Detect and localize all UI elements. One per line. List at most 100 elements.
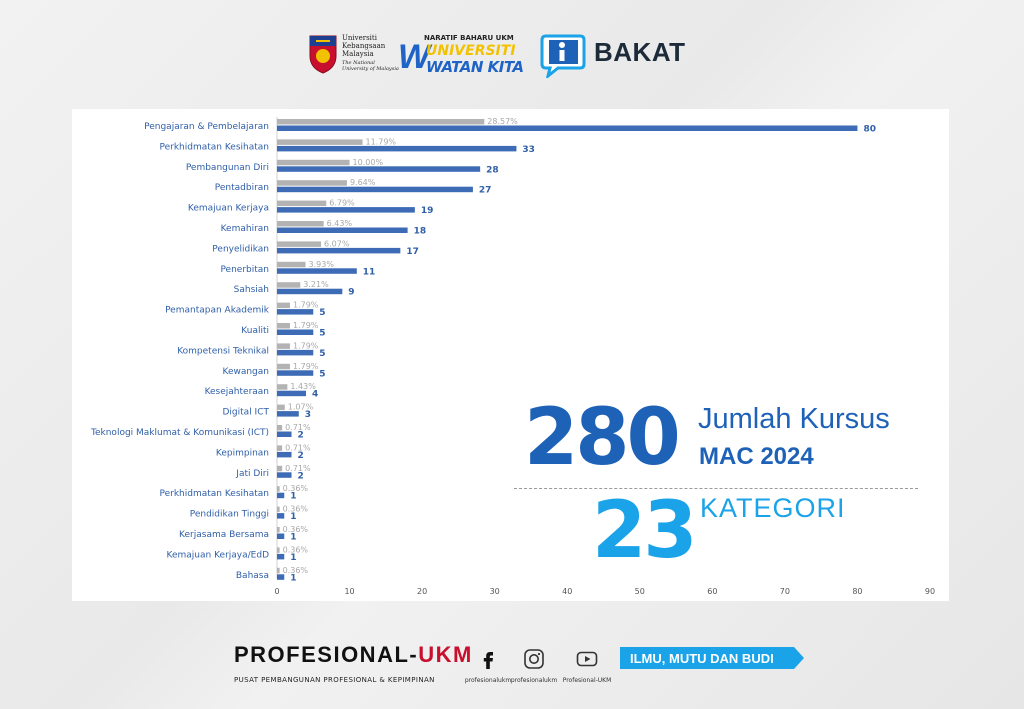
category-label: Pentadbiran <box>215 183 269 193</box>
ukm-crest-logo <box>309 35 337 74</box>
ukm-name: Universiti Kebangsaan Malaysia The Natio… <box>342 34 399 72</box>
category-label: Digital ICT <box>223 408 270 418</box>
count-bar <box>277 166 481 172</box>
social-instagram[interactable]: profesionalukm <box>504 648 564 684</box>
percent-bar <box>277 465 283 472</box>
bakat-label: BAKAT <box>594 37 686 67</box>
x-tick-label: 50 <box>635 587 645 596</box>
value-label: 5 <box>319 349 325 359</box>
speech-bubble-icon <box>540 34 586 78</box>
total-courses-number: 280 <box>524 393 681 483</box>
value-label: 28 <box>486 165 499 175</box>
percent-label: 0.36% <box>283 545 309 554</box>
count-bar <box>277 227 408 233</box>
count-bar <box>277 145 517 152</box>
category-label: Sahsiah <box>234 285 269 295</box>
percent-label: 0.36% <box>283 525 309 534</box>
percent-bar <box>277 241 322 247</box>
ibakat-logo: BAKAT <box>540 32 718 78</box>
category-label: Pengajaran & Pembelajaran <box>144 122 269 132</box>
value-label: 3 <box>305 410 311 420</box>
percent-label: 0.71% <box>285 443 311 452</box>
count-bar <box>277 125 858 131</box>
value-label: 5 <box>319 369 325 379</box>
header-logos: Universiti Kebangsaan Malaysia The Natio… <box>308 30 718 82</box>
percent-label: 1.07% <box>288 403 314 412</box>
count-bar <box>277 513 285 519</box>
x-tick-label: 0 <box>274 587 279 596</box>
percent-label: 1.79% <box>293 301 319 310</box>
x-tick-label: 90 <box>925 587 935 596</box>
percent-label: 1.43% <box>290 382 316 391</box>
social-youtube[interactable]: Profesional-UKM <box>557 648 617 684</box>
count-bar <box>277 186 473 193</box>
percent-label: 3.21% <box>303 280 329 289</box>
period-label: MAC 2024 <box>699 443 814 470</box>
chart-card: Pengajaran & Pembelajaran 28.57% 80 Perkhid… <box>72 109 949 601</box>
category-count-number: 23 <box>592 486 698 576</box>
value-label: 11 <box>363 267 376 277</box>
youtube-icon <box>576 651 598 667</box>
value-label: 80 <box>863 125 876 135</box>
percent-bar <box>277 425 283 431</box>
value-label: 1 <box>290 573 296 583</box>
percent-bar <box>277 323 290 329</box>
count-bar <box>277 207 415 213</box>
social-facebook[interactable]: profesionalukm <box>458 648 518 684</box>
category-label: Kompetensi Teknikal <box>177 346 269 356</box>
count-bar <box>277 329 314 335</box>
percent-bar <box>277 547 280 553</box>
value-label: 5 <box>319 308 325 318</box>
percent-bar <box>277 200 327 207</box>
percent-bar <box>277 159 350 166</box>
category-count-label: KATEGORI <box>700 493 846 523</box>
value-label: 4 <box>312 390 318 400</box>
value-label: 1 <box>290 512 296 522</box>
facebook-icon <box>483 652 493 669</box>
percent-bar <box>277 384 288 390</box>
count-bar <box>277 370 314 376</box>
bar-chart: Pengajaran & Pembelajaran 28.57% 80 Perkhid… <box>90 117 935 596</box>
percent-bar <box>277 119 485 125</box>
motto-text: ILMU, MUTU DAN BUDI <box>630 651 774 666</box>
percent-bar <box>277 139 363 145</box>
count-bar <box>277 309 314 315</box>
count-bar <box>277 268 357 274</box>
value-label: 18 <box>414 227 427 237</box>
count-bar <box>277 553 285 560</box>
percent-bar <box>277 506 280 513</box>
category-label: Pemantapan Akademik <box>165 306 270 316</box>
category-label: Perkhidmatan Kesihatan <box>159 142 269 152</box>
category-label: Jati Diri <box>235 469 269 479</box>
percent-label: 9.64% <box>350 178 376 187</box>
percent-label: 10.00% <box>353 158 384 167</box>
value-label: 19 <box>421 206 434 216</box>
motto-banner: ILMU, MUTU DAN BUDI <box>620 646 806 670</box>
x-tick-label: 70 <box>780 587 790 596</box>
category-label: Penerbitan <box>220 265 269 275</box>
count-bar <box>277 431 292 437</box>
x-tick-label: 20 <box>417 587 427 596</box>
x-tick-label: 10 <box>344 587 354 596</box>
category-label: Kemajuan Kerjaya/EdD <box>167 550 270 560</box>
count-bar <box>277 349 314 356</box>
percent-label: 0.36% <box>283 505 309 514</box>
x-tick-label: 80 <box>852 587 862 596</box>
percent-bar <box>277 343 290 349</box>
category-label: Kualiti <box>241 326 269 336</box>
percent-bar <box>277 363 290 370</box>
summary-panel: 280 Jumlah Kursus MAC 2024 23 KATEGORI <box>514 393 942 576</box>
count-bar <box>277 472 292 478</box>
category-label: Kewangan <box>222 367 269 377</box>
value-label: 2 <box>298 471 304 481</box>
percent-label: 6.07% <box>324 239 350 248</box>
percent-label: 28.57% <box>487 117 518 126</box>
category-label: Teknologi Maklumat & Komunikasi (ICT) <box>90 428 269 438</box>
instagram-icon <box>524 649 544 669</box>
category-label: Kepimpinan <box>216 448 269 458</box>
count-bar <box>277 492 285 499</box>
footer-tagline: PUSAT PEMBANGUNAN PROFESIONAL & KEPIMPIN… <box>234 676 435 684</box>
x-tick-label: 30 <box>490 587 500 596</box>
percent-label: 0.71% <box>285 423 311 432</box>
percent-label: 1.79% <box>293 362 319 371</box>
